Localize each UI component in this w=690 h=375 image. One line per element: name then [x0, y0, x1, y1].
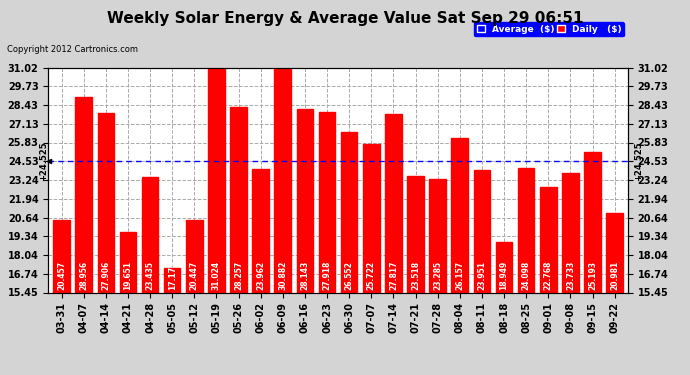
Legend: Average  ($), Daily   ($): Average ($), Daily ($) — [474, 22, 624, 36]
Text: 26.157: 26.157 — [455, 261, 464, 290]
Bar — [230, 107, 247, 292]
Text: Copyright 2012 Cartronics.com: Copyright 2012 Cartronics.com — [7, 45, 138, 54]
Bar — [253, 170, 269, 292]
Text: 27.918: 27.918 — [322, 261, 331, 290]
Bar — [53, 220, 70, 292]
Bar — [275, 69, 291, 292]
Text: 23.733: 23.733 — [566, 261, 575, 290]
Bar — [385, 114, 402, 292]
Bar — [208, 68, 225, 292]
Bar — [141, 177, 159, 292]
Bar — [429, 179, 446, 292]
Text: 28.143: 28.143 — [300, 261, 309, 290]
Text: +24.525: +24.525 — [633, 141, 642, 181]
Text: 17.177: 17.177 — [168, 261, 177, 290]
Bar — [451, 138, 468, 292]
Bar — [297, 109, 313, 292]
Bar — [540, 187, 557, 292]
Text: 22.768: 22.768 — [544, 261, 553, 290]
Bar — [186, 220, 203, 292]
Text: 28.257: 28.257 — [234, 261, 243, 290]
Bar — [363, 144, 380, 292]
Bar — [407, 176, 424, 292]
Text: 31.024: 31.024 — [212, 261, 221, 290]
Text: 27.817: 27.817 — [389, 261, 398, 290]
Bar — [164, 267, 181, 292]
Bar — [473, 170, 490, 292]
Text: 25.193: 25.193 — [588, 261, 597, 290]
Bar — [341, 132, 357, 292]
Text: 26.552: 26.552 — [345, 261, 354, 290]
Bar — [319, 112, 335, 292]
Bar — [495, 242, 512, 292]
Text: 20.457: 20.457 — [57, 261, 66, 290]
Bar — [97, 112, 114, 292]
Text: 20.981: 20.981 — [610, 261, 619, 290]
Text: 24.098: 24.098 — [522, 261, 531, 290]
Text: 27.906: 27.906 — [101, 261, 110, 290]
Text: 23.285: 23.285 — [433, 261, 442, 290]
Bar — [119, 232, 136, 292]
Text: 19.651: 19.651 — [124, 261, 132, 290]
Bar — [607, 213, 623, 292]
Bar — [584, 152, 601, 292]
Text: 20.447: 20.447 — [190, 261, 199, 290]
Text: 23.435: 23.435 — [146, 261, 155, 290]
Text: 28.956: 28.956 — [79, 261, 88, 290]
Text: 18.949: 18.949 — [500, 261, 509, 290]
Bar — [562, 173, 579, 292]
Text: +24.525: +24.525 — [39, 141, 48, 181]
Text: 23.951: 23.951 — [477, 261, 486, 290]
Text: 30.882: 30.882 — [278, 261, 287, 290]
Bar — [518, 168, 535, 292]
Text: Weekly Solar Energy & Average Value Sat Sep 29 06:51: Weekly Solar Energy & Average Value Sat … — [107, 11, 583, 26]
Text: 23.518: 23.518 — [411, 261, 420, 290]
Text: 23.962: 23.962 — [256, 261, 265, 290]
Text: 25.722: 25.722 — [367, 261, 376, 290]
Bar — [75, 98, 92, 292]
